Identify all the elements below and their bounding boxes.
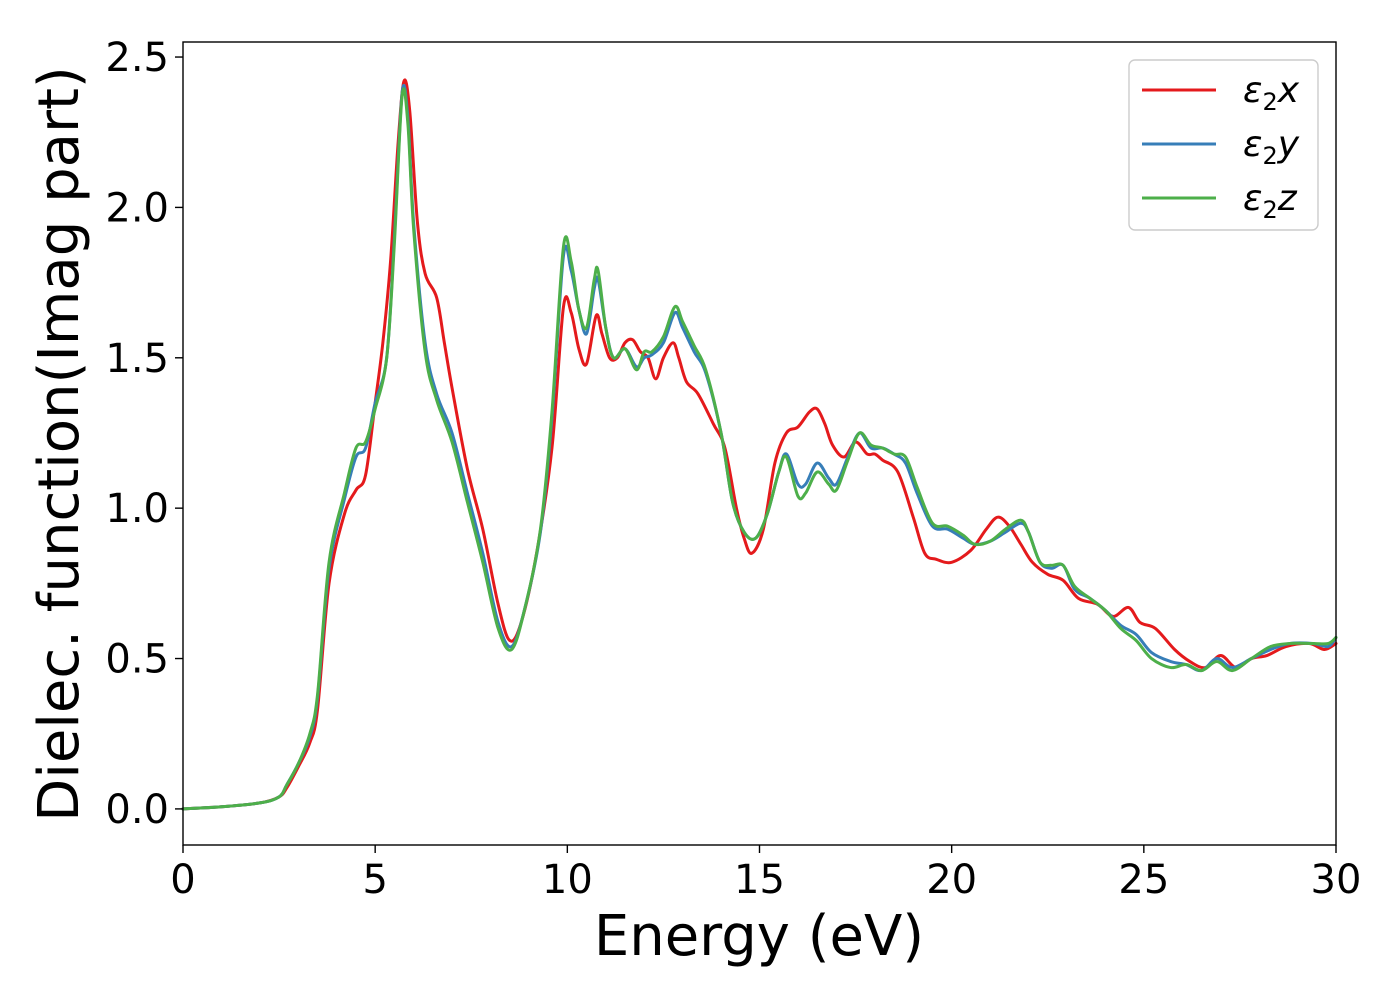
y-tick-label: 0.0 (105, 787, 169, 833)
x-axis-ticks: 0 5 10 15 20 25 30 (170, 845, 1361, 903)
x-tick-label: 10 (542, 857, 593, 903)
x-tick-label: 5 (362, 857, 387, 903)
legend-label-z: ε2z (1243, 178, 1298, 224)
legend-suffix: z (1277, 178, 1298, 219)
legend-box (1128, 59, 1319, 231)
x-tick-label: 15 (734, 857, 785, 903)
legend-subscript: 2 (1262, 142, 1277, 170)
x-tick-label: 20 (926, 857, 977, 903)
legend-subscript: 2 (1262, 196, 1277, 224)
series-line-z (181, 87, 1338, 811)
legend-label-y: ε2y (1243, 124, 1300, 170)
x-axis-label: Energy (eV) (594, 904, 924, 969)
x-tick-label: 0 (170, 857, 195, 903)
y-axis-label: Dielec. function(Imag part) (27, 66, 92, 822)
y-axis-ticks: 0.0 0.5 1.0 1.5 2.0 2.5 (105, 35, 183, 833)
legend-symbol: ε (1243, 70, 1262, 111)
x-tick-label: 30 (1311, 857, 1362, 903)
y-tick-label: 2.0 (105, 185, 169, 231)
y-tick-label: 1.0 (105, 486, 169, 532)
series-layer (181, 78, 1338, 811)
legend-symbol: ε (1243, 178, 1262, 219)
y-tick-label: 1.5 (105, 336, 169, 382)
legend-suffix: x (1277, 70, 1300, 111)
x-tick-label: 25 (1118, 857, 1169, 903)
y-tick-label: 0.5 (105, 637, 169, 683)
y-tick-label: 2.5 (105, 35, 169, 81)
legend-symbol: ε (1243, 124, 1262, 165)
legend-subscript: 2 (1262, 88, 1277, 116)
legend-suffix: y (1277, 124, 1300, 165)
legend-label-x: ε2x (1243, 70, 1300, 116)
